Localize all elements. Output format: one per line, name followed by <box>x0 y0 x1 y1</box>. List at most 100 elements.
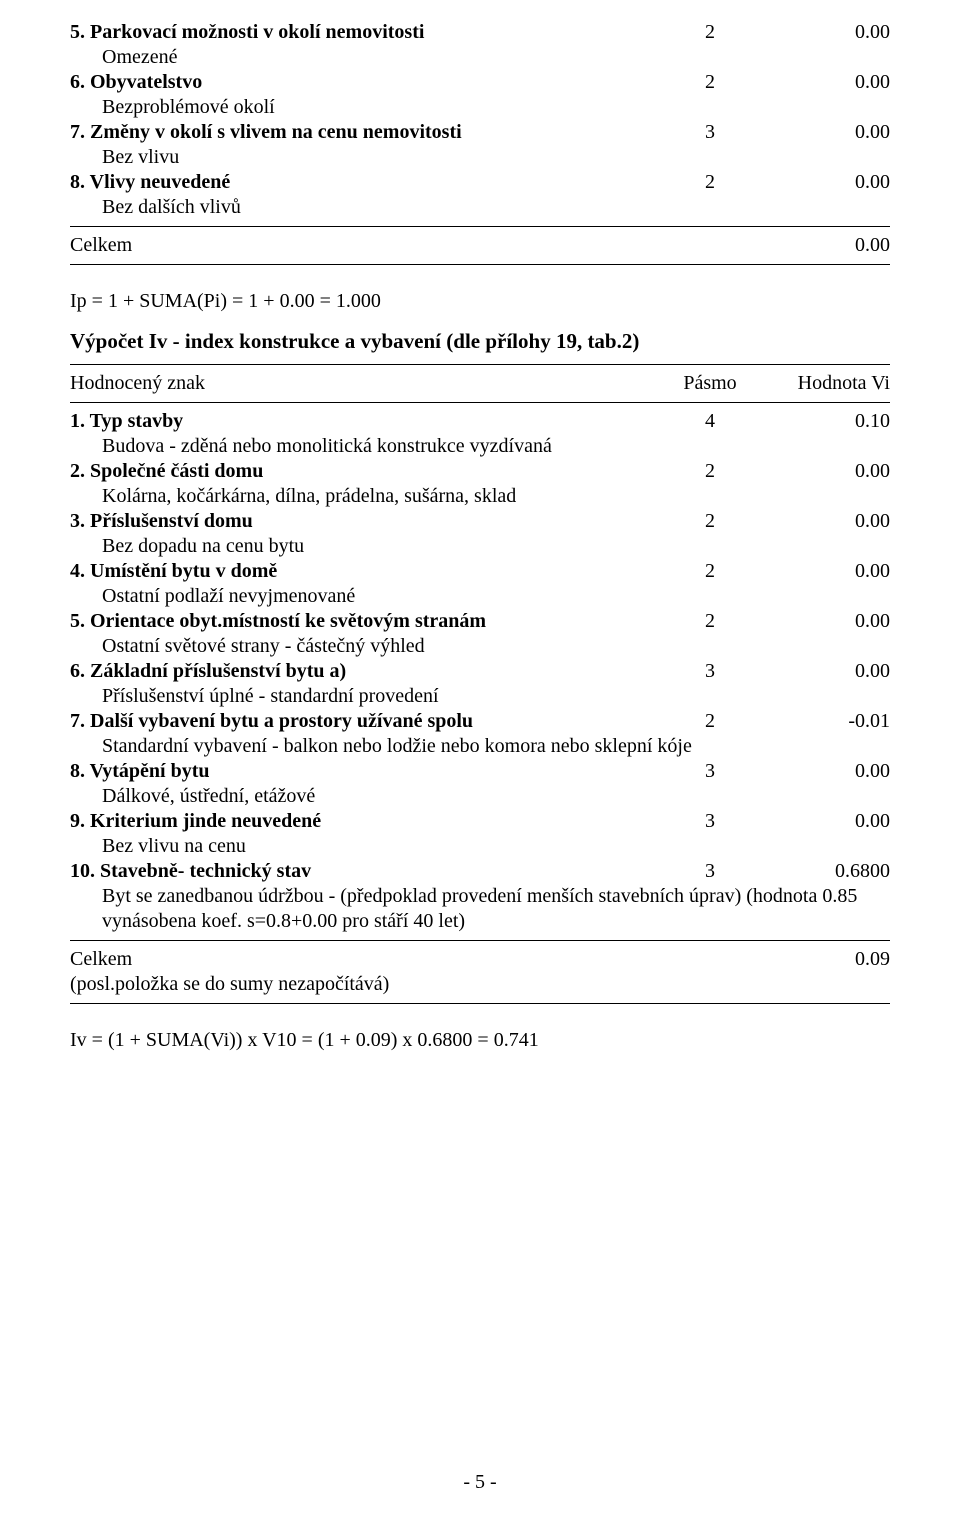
iv-formula: Iv = (1 + SUMA(Vi)) x V10 = (1 + 0.09) x… <box>70 1028 890 1053</box>
iv-header-rule-bottom <box>70 402 890 403</box>
iv-3-pasmo: 2 <box>650 509 770 534</box>
iv-header-label: Hodnocený znak <box>70 371 650 396</box>
ip-item-7: 7. Změny v okolí s vlivem na cenu nemovi… <box>70 120 890 170</box>
iv-5-sub: Ostatní světové strany - částečný výhled <box>70 634 890 659</box>
iv-item-8: 8. Vytápění bytu 3 0.00 Dálkové, ústředn… <box>70 759 890 809</box>
item-7-value: 0.00 <box>770 120 890 145</box>
iv-5-num: 5. <box>70 610 85 632</box>
iv-7-pasmo: 2 <box>650 709 770 734</box>
iv-total-rule-top <box>70 940 890 941</box>
iv-item-2: 2. Společné části domu 2 0.00 Kolárna, k… <box>70 459 890 509</box>
iv-total-rule-bottom <box>70 1003 890 1004</box>
iv-header-value: Hodnota Vi <box>770 371 890 396</box>
iv-9-pasmo: 3 <box>650 809 770 834</box>
iv-7-num: 7. <box>70 710 85 732</box>
iv-heading: Výpočet Iv - index konstrukce a vybavení… <box>70 328 890 354</box>
iv-8-title: Vytápění bytu <box>90 760 210 782</box>
item-8-num: 8. <box>70 171 85 193</box>
iv-header-pasmo: Pásmo <box>650 371 770 396</box>
iv-2-num: 2. <box>70 460 85 482</box>
iv-header-rule-top <box>70 364 890 365</box>
iv-item-3: 3. Příslušenství domu 2 0.00 Bez dopadu … <box>70 509 890 559</box>
iv-item-5: 5. Orientace obyt.místností ke světovým … <box>70 609 890 659</box>
iv-1-pasmo: 4 <box>650 409 770 434</box>
iv-item-7: 7. Další vybavení bytu a prostory užívan… <box>70 709 890 759</box>
item-6-num: 6. <box>70 71 85 93</box>
iv-9-num: 9. <box>70 810 85 832</box>
iv-3-num: 3. <box>70 510 85 532</box>
iv-4-num: 4. <box>70 560 85 582</box>
iv-8-pasmo: 3 <box>650 759 770 784</box>
iv-7-title: Další vybavení bytu a prostory užívané s… <box>90 710 473 732</box>
item-5-num: 5. <box>70 21 85 43</box>
iv-1-sub: Budova - zděná nebo monolitická konstruk… <box>70 434 890 459</box>
item-6-title: Obyvatelstvo <box>90 71 202 93</box>
ip-total-label: Celkem <box>70 233 650 258</box>
iv-5-title: Orientace obyt.místností ke světovým str… <box>90 610 486 632</box>
ip-item-8: 8. Vlivy neuvedené 2 0.00 Bez dalších vl… <box>70 170 890 220</box>
iv-9-value: 0.00 <box>770 809 890 834</box>
item-5-pasmo: 2 <box>650 20 770 45</box>
item-7-sub: Bez vlivu <box>70 145 890 170</box>
page-number: - 5 - <box>0 1470 960 1495</box>
iv-3-title: Příslušenství domu <box>90 510 253 532</box>
item-8-pasmo: 2 <box>650 170 770 195</box>
iv-3-sub: Bez dopadu na cenu bytu <box>70 534 890 559</box>
iv-total-value: 0.09 <box>770 947 890 972</box>
iv-item-6: 6. Základní příslušenství bytu a) 3 0.00… <box>70 659 890 709</box>
iv-10-num: 10. <box>70 860 95 882</box>
iv-6-value: 0.00 <box>770 659 890 684</box>
ip-total-row: Celkem 0.00 <box>70 233 890 258</box>
ip-rule-top <box>70 226 890 227</box>
iv-9-title: Kriterium jinde neuvedené <box>90 810 321 832</box>
iv-8-num: 8. <box>70 760 85 782</box>
ip-item-5: 5. Parkovací možnosti v okolí nemovitost… <box>70 20 890 70</box>
ip-total-value: 0.00 <box>770 233 890 258</box>
item-5-sub: Omezené <box>70 45 890 70</box>
iv-1-title: Typ stavby <box>90 410 184 432</box>
iv-7-sub: Standardní vybavení - balkon nebo lodžie… <box>70 734 890 759</box>
iv-item-4: 4. Umístění bytu v domě 2 0.00 Ostatní p… <box>70 559 890 609</box>
iv-8-sub: Dálkové, ústřední, etážové <box>70 784 890 809</box>
iv-1-value: 0.10 <box>770 409 890 434</box>
iv-10-value: 0.6800 <box>770 859 890 884</box>
iv-4-title: Umístění bytu v domě <box>90 560 277 582</box>
document-page: 5. Parkovací možnosti v okolí nemovitost… <box>0 0 960 1515</box>
item-5-value: 0.00 <box>770 20 890 45</box>
item-8-sub: Bez dalších vlivů <box>70 195 890 220</box>
iv-item-9: 9. Kriterium jinde neuvedené 3 0.00 Bez … <box>70 809 890 859</box>
iv-10-pasmo: 3 <box>650 859 770 884</box>
ip-formula: Ip = 1 + SUMA(Pi) = 1 + 0.00 = 1.000 <box>70 289 890 314</box>
iv-8-value: 0.00 <box>770 759 890 784</box>
item-8-value: 0.00 <box>770 170 890 195</box>
iv-2-value: 0.00 <box>770 459 890 484</box>
iv-1-num: 1. <box>70 410 85 432</box>
iv-5-value: 0.00 <box>770 609 890 634</box>
iv-2-sub: Kolárna, kočárkárna, dílna, prádelna, su… <box>70 484 890 509</box>
iv-4-pasmo: 2 <box>650 559 770 584</box>
iv-total-row: Celkem 0.09 <box>70 947 890 972</box>
item-6-pasmo: 2 <box>650 70 770 95</box>
iv-2-title: Společné části domu <box>90 460 263 482</box>
iv-6-pasmo: 3 <box>650 659 770 684</box>
iv-5-pasmo: 2 <box>650 609 770 634</box>
ip-item-6: 6. Obyvatelstvo 2 0.00 Bezproblémové oko… <box>70 70 890 120</box>
iv-item-1: 1. Typ stavby 4 0.10 Budova - zděná nebo… <box>70 409 890 459</box>
iv-2-pasmo: 2 <box>650 459 770 484</box>
item-7-title: Změny v okolí s vlivem na cenu nemovitos… <box>90 121 462 143</box>
iv-9-sub: Bez vlivu na cenu <box>70 834 890 859</box>
iv-total-note: (posl.položka se do sumy nezapočítává) <box>70 972 890 997</box>
item-6-value: 0.00 <box>770 70 890 95</box>
iv-10-sub: Byt se zanedbanou údržbou - (předpoklad … <box>70 884 890 934</box>
iv-3-value: 0.00 <box>770 509 890 534</box>
item-8-title: Vlivy neuvedené <box>90 171 231 193</box>
iv-6-sub: Příslušenství úplné - standardní provede… <box>70 684 890 709</box>
item-5-title: Parkovací možnosti v okolí nemovitosti <box>90 21 424 43</box>
ip-rule-bottom <box>70 264 890 265</box>
iv-7-value: -0.01 <box>770 709 890 734</box>
iv-item-10: 10. Stavebně- technický stav 3 0.6800 By… <box>70 859 890 934</box>
iv-6-num: 6. <box>70 660 85 682</box>
iv-header-row: Hodnocený znak Pásmo Hodnota Vi <box>70 371 890 396</box>
iv-10-title: Stavebně- technický stav <box>100 860 311 882</box>
iv-4-value: 0.00 <box>770 559 890 584</box>
